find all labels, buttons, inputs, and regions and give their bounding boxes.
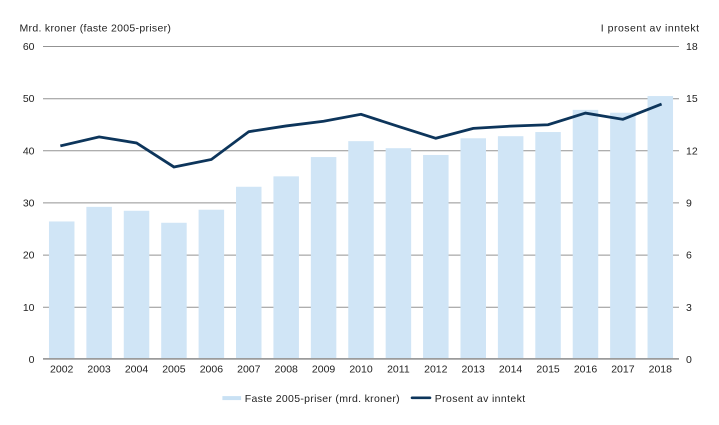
- svg-text:18: 18: [686, 41, 698, 53]
- svg-text:2017: 2017: [611, 364, 635, 376]
- svg-text:Mrd. kroner (faste 2005-priser: Mrd. kroner (faste 2005-priser): [20, 23, 172, 35]
- svg-text:2015: 2015: [536, 364, 560, 376]
- svg-text:3: 3: [686, 302, 692, 314]
- svg-text:0: 0: [686, 354, 692, 366]
- svg-text:2011: 2011: [387, 364, 410, 376]
- svg-text:2007: 2007: [237, 364, 261, 376]
- svg-text:2002: 2002: [50, 364, 74, 376]
- svg-text:2004: 2004: [125, 364, 149, 376]
- svg-text:2012: 2012: [424, 364, 448, 376]
- svg-text:2014: 2014: [499, 364, 523, 376]
- svg-text:20: 20: [23, 250, 35, 262]
- svg-text:2013: 2013: [462, 364, 486, 376]
- svg-text:50: 50: [23, 93, 35, 105]
- svg-text:10: 10: [23, 302, 35, 314]
- svg-text:Faste 2005-priser (mrd. kroner: Faste 2005-priser (mrd. kroner): [245, 393, 400, 405]
- svg-text:60: 60: [23, 41, 35, 53]
- svg-text:6: 6: [686, 250, 692, 262]
- svg-text:2003: 2003: [87, 364, 111, 376]
- svg-text:I prosent av inntekt: I prosent av inntekt: [601, 23, 700, 35]
- svg-text:2009: 2009: [312, 364, 336, 376]
- svg-text:2010: 2010: [349, 364, 373, 376]
- svg-text:0: 0: [29, 354, 35, 366]
- svg-text:9: 9: [686, 198, 692, 210]
- svg-text:2008: 2008: [275, 364, 299, 376]
- svg-text:2016: 2016: [574, 364, 598, 376]
- svg-text:2018: 2018: [649, 364, 673, 376]
- svg-text:2006: 2006: [200, 364, 224, 376]
- svg-text:30: 30: [23, 198, 35, 210]
- svg-text:40: 40: [23, 145, 35, 157]
- svg-text:Prosent av inntekt: Prosent av inntekt: [435, 393, 526, 405]
- svg-text:12: 12: [686, 145, 698, 157]
- svg-text:2005: 2005: [162, 364, 186, 376]
- svg-text:15: 15: [686, 93, 698, 105]
